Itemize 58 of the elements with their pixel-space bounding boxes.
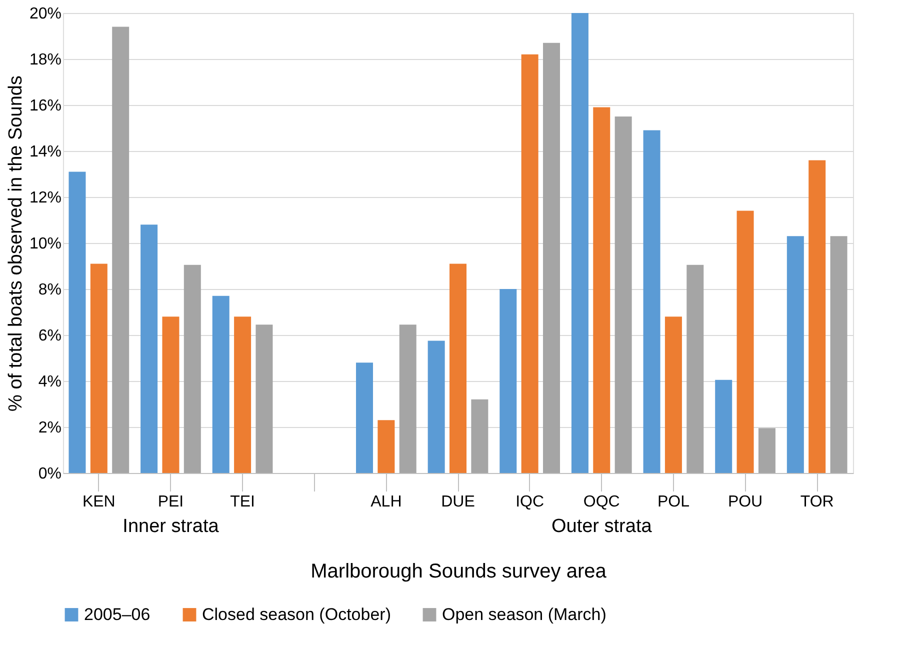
bar: [786, 236, 804, 473]
bar: [686, 264, 704, 473]
y-tick-label: 10%: [29, 236, 62, 252]
bar: [543, 42, 560, 473]
y-tick-label: 16%: [29, 98, 62, 114]
y-tick-label: 2%: [38, 420, 62, 436]
y-tick-label: 18%: [29, 52, 62, 68]
bar: [500, 289, 517, 473]
x-tick-label: KEN: [82, 494, 116, 510]
bar: [614, 116, 632, 473]
bar: [234, 316, 252, 473]
bar: [758, 428, 776, 473]
bar: [428, 340, 445, 473]
bar: [715, 380, 732, 473]
bar: [162, 316, 180, 473]
bar: [140, 224, 158, 473]
legend-label: Closed season (October): [202, 604, 391, 624]
y-tick-label: 12%: [29, 190, 62, 206]
x-tick-label: DUE: [441, 494, 475, 510]
bar: [450, 264, 466, 473]
bar: [256, 324, 273, 473]
x-tick-label: IQC: [516, 494, 544, 510]
x-tick-label: POL: [657, 494, 690, 510]
bar: [68, 172, 86, 473]
y-tick-label: 0%: [38, 466, 62, 482]
text: Outer strata: [551, 516, 652, 537]
bar: [112, 26, 130, 473]
bar: [593, 107, 610, 473]
bar: [521, 54, 538, 473]
bar: [399, 324, 416, 473]
bar: [830, 236, 848, 473]
x-tick-label: POU: [728, 494, 763, 510]
bar: [212, 296, 230, 473]
y-tick-label: 8%: [38, 282, 62, 298]
x-tick-label: ALH: [370, 494, 402, 510]
x-tick-label: PEI: [158, 494, 184, 510]
x-tick-label: TEI: [230, 494, 255, 510]
y-tick-label: 14%: [29, 144, 62, 160]
y-axis-title: % of total boats observed in the Sounds: [5, 76, 26, 412]
y-tick-label: 20%: [29, 6, 62, 22]
bar: [643, 130, 660, 473]
bar: [471, 399, 488, 473]
bar: [571, 13, 588, 473]
bar: [90, 264, 108, 473]
x-tick-label: OQC: [583, 494, 620, 510]
bar: [378, 420, 395, 473]
bar: [736, 210, 754, 473]
legend-label: 2005–06: [84, 604, 150, 624]
legend-label: Open season (March): [442, 604, 606, 624]
x-tick-label: TOR: [800, 494, 834, 510]
y-tick-label: 6%: [38, 328, 62, 344]
bar: [808, 160, 826, 473]
bar: [664, 316, 682, 473]
bar: [356, 362, 373, 473]
bar: [184, 264, 201, 473]
text: Inner strata: [122, 516, 220, 537]
x-axis-title: Marlborough Sounds survey area: [310, 560, 608, 582]
y-tick-label: 4%: [38, 374, 62, 390]
